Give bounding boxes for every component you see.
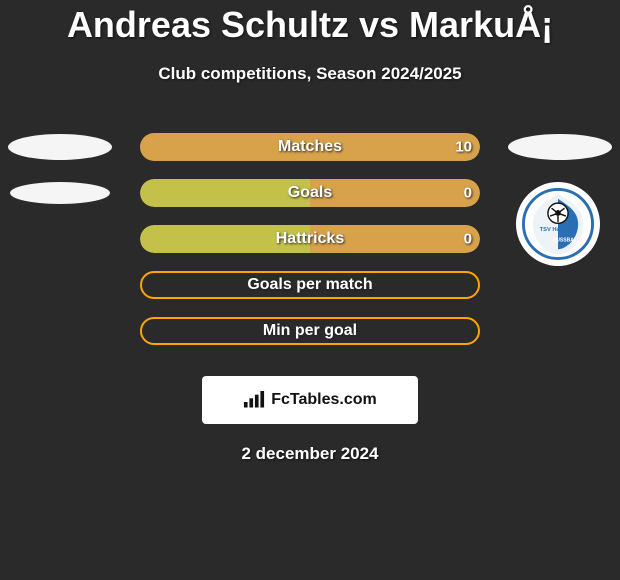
date-text: 2 december 2024: [0, 444, 620, 464]
left-side-slot: [0, 170, 120, 216]
right-side-slot: [500, 308, 620, 354]
brand-bars-icon: [243, 391, 265, 409]
tsv-hartberg-icon: TSV Hartberg FUSSBALL: [522, 188, 594, 260]
team-badge-right: TSV Hartberg FUSSBALL: [516, 182, 600, 266]
svg-text:TSV Hartberg: TSV Hartberg: [540, 227, 577, 233]
stat-bar: Min per goal: [140, 317, 480, 345]
subtitle: Club competitions, Season 2024/2025: [0, 64, 620, 84]
stat-row: 10 Matches: [0, 124, 620, 170]
brand-text: FcTables.com: [271, 391, 377, 409]
stat-bar: 0 Hattricks: [140, 225, 480, 253]
left-side-slot: [0, 308, 120, 354]
stat-label: Min per goal: [263, 322, 357, 340]
left-side-slot: [0, 124, 120, 170]
brand-box: FcTables.com: [202, 376, 418, 424]
stat-label: Hattricks: [276, 230, 344, 248]
left-side-slot: [0, 262, 120, 308]
stat-label: Goals per match: [247, 276, 372, 294]
svg-text:FUSSBALL: FUSSBALL: [553, 237, 580, 243]
blank-marker: [508, 134, 612, 160]
stat-bar: Goals per match: [140, 271, 480, 299]
stat-label: Goals: [288, 184, 332, 202]
blank-marker: [10, 182, 110, 204]
stat-value-right: 0: [464, 185, 472, 202]
stat-label: Matches: [278, 138, 342, 156]
stat-bar: 10 Matches: [140, 133, 480, 161]
bar-left-fill: [140, 179, 310, 207]
stat-row: Goals per match: [0, 262, 620, 308]
stat-row: Min per goal: [0, 308, 620, 354]
stat-value-right: 10: [455, 139, 472, 156]
stat-value-right: 0: [464, 231, 472, 248]
bar-right-fill: [310, 179, 480, 207]
left-side-slot: [0, 216, 120, 262]
right-side-slot: [500, 262, 620, 308]
right-side-slot: [500, 124, 620, 170]
page-title: Andreas Schultz vs MarkuÅ¡: [0, 4, 620, 46]
stat-bar: 0 Goals: [140, 179, 480, 207]
blank-marker: [8, 134, 112, 160]
